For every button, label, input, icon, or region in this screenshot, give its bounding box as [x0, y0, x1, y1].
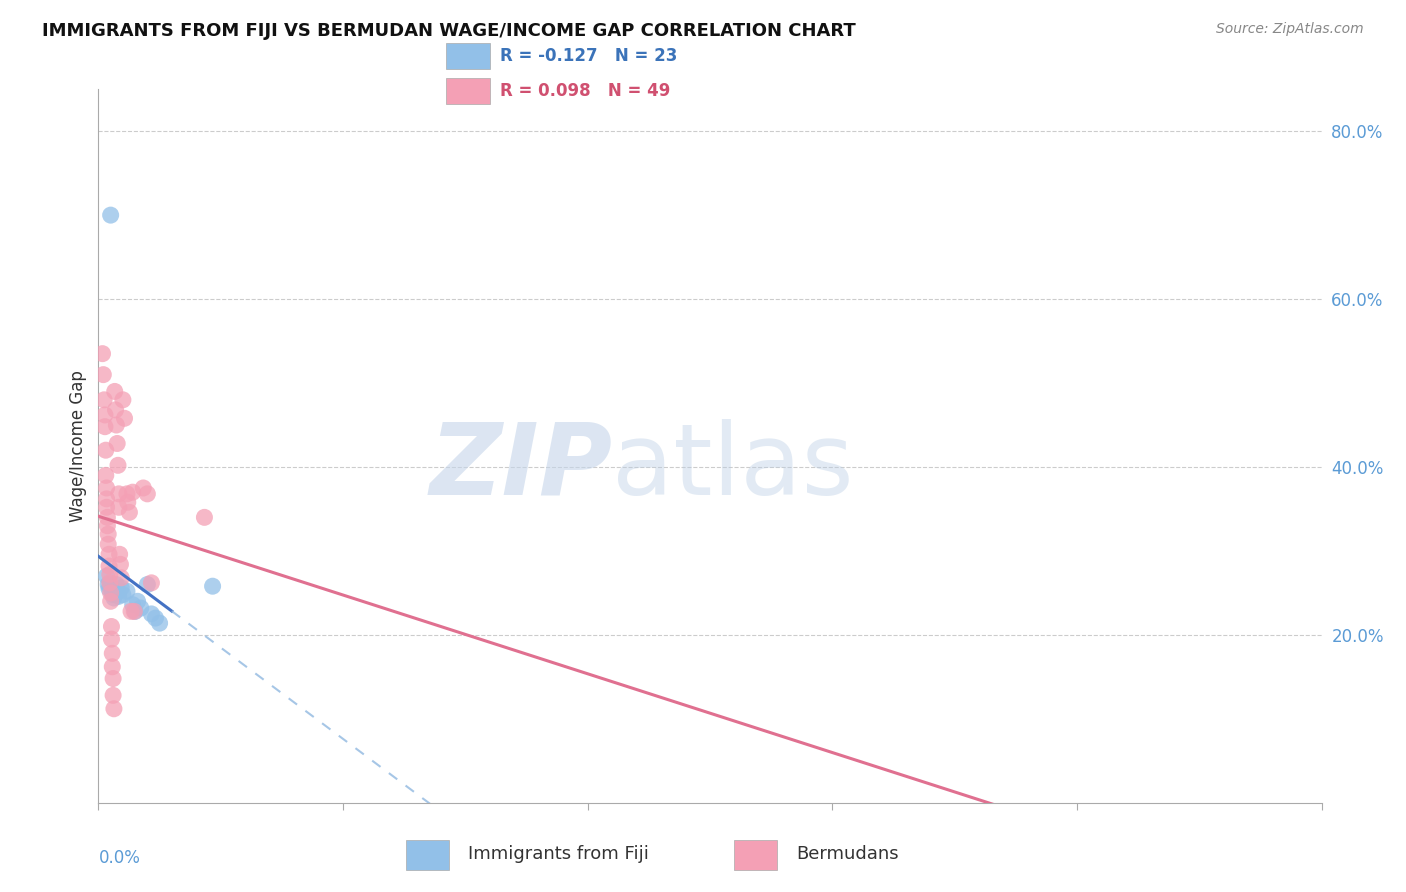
Point: [97, 577, 120, 591]
Text: R = -0.127   N = 23: R = -0.127 N = 23: [501, 47, 678, 65]
Point: [103, 702, 125, 716]
Point: [149, 616, 172, 631]
FancyBboxPatch shape: [446, 78, 489, 104]
Point: [110, 558, 132, 572]
FancyBboxPatch shape: [406, 840, 450, 870]
Point: [101, 672, 124, 686]
Text: Immigrants from Fiji: Immigrants from Fiji: [468, 845, 648, 863]
Point: [97, 527, 120, 541]
Point: [94, 408, 117, 422]
Point: [105, 417, 128, 432]
Point: [94, 419, 117, 434]
Point: [100, 208, 122, 222]
Point: [96, 500, 118, 515]
Point: [118, 505, 141, 519]
Text: atlas: atlas: [612, 419, 853, 516]
Point: [105, 577, 128, 591]
Point: [98, 547, 121, 561]
Point: [103, 591, 125, 605]
Point: [107, 584, 129, 599]
Point: [108, 547, 131, 561]
Point: [93, 392, 115, 407]
Point: [100, 619, 122, 633]
Point: [108, 589, 131, 603]
Point: [111, 588, 134, 602]
Point: [101, 646, 124, 660]
Point: [94, 468, 117, 483]
Y-axis label: Wage/Income Gap: Wage/Income Gap: [69, 370, 87, 522]
Point: [101, 584, 124, 599]
Point: [98, 575, 121, 590]
Point: [127, 594, 149, 608]
Text: R = 0.098   N = 49: R = 0.098 N = 49: [501, 82, 671, 100]
Point: [104, 384, 127, 399]
Point: [108, 487, 131, 501]
Point: [124, 604, 146, 618]
Point: [97, 537, 120, 551]
Point: [101, 660, 124, 674]
Text: IMMIGRANTS FROM FIJI VS BERMUDAN WAGE/INCOME GAP CORRELATION CHART: IMMIGRANTS FROM FIJI VS BERMUDAN WAGE/IN…: [42, 22, 856, 40]
Point: [141, 607, 163, 621]
Text: Source: ZipAtlas.com: Source: ZipAtlas.com: [1216, 22, 1364, 37]
Point: [136, 577, 159, 591]
Point: [121, 485, 143, 500]
Point: [100, 594, 122, 608]
Point: [96, 510, 118, 524]
Point: [107, 458, 129, 473]
FancyBboxPatch shape: [734, 840, 778, 870]
Point: [110, 581, 132, 595]
Point: [96, 569, 118, 583]
Point: [110, 571, 132, 585]
Point: [201, 579, 224, 593]
Point: [96, 491, 118, 506]
Point: [100, 586, 122, 600]
Point: [100, 632, 122, 646]
Point: [124, 604, 146, 618]
Point: [108, 500, 131, 515]
Point: [120, 604, 142, 618]
Point: [114, 411, 136, 425]
Point: [193, 510, 215, 524]
Text: ZIP: ZIP: [429, 419, 612, 516]
Point: [101, 689, 124, 703]
Point: [104, 403, 127, 417]
Point: [117, 495, 139, 509]
Point: [145, 611, 167, 625]
Text: Bermudans: Bermudans: [796, 845, 898, 863]
Point: [141, 575, 163, 590]
FancyBboxPatch shape: [446, 44, 489, 69]
Point: [98, 567, 121, 582]
Text: 0.0%: 0.0%: [98, 849, 141, 867]
Point: [115, 487, 138, 501]
Point: [115, 584, 138, 599]
Point: [98, 582, 121, 596]
Point: [121, 598, 143, 612]
Point: [105, 436, 128, 450]
Point: [101, 588, 124, 602]
Point: [136, 487, 159, 501]
Point: [94, 443, 117, 458]
Point: [96, 518, 118, 533]
Point: [98, 559, 121, 574]
Point: [132, 481, 155, 495]
Point: [111, 392, 134, 407]
Point: [96, 481, 118, 495]
Point: [91, 368, 114, 382]
Point: [91, 346, 114, 360]
Point: [129, 601, 152, 615]
Point: [100, 579, 122, 593]
